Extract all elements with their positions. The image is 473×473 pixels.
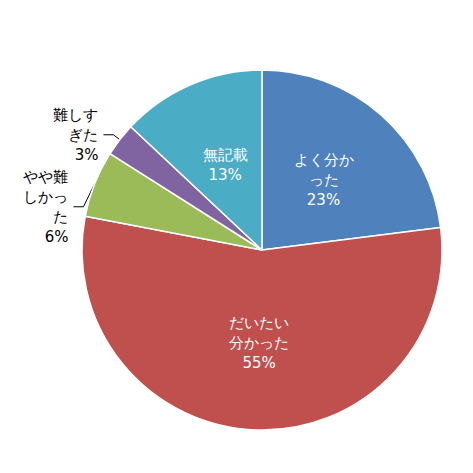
svg-text:6%: 6%: [45, 228, 69, 246]
svg-text:やや難: やや難: [23, 168, 68, 186]
svg-text:った: った: [309, 171, 339, 189]
svg-text:ぎた: ぎた: [68, 126, 98, 144]
svg-text:しかっ: しかっ: [23, 188, 68, 206]
svg-text:だいたい: だいたい: [229, 314, 289, 332]
svg-text:た: た: [53, 208, 68, 226]
svg-text:無記載: 無記載: [203, 146, 248, 164]
svg-text:よく分か: よく分か: [294, 151, 354, 169]
svg-text:13%: 13%: [208, 166, 241, 184]
svg-text:難しす: 難しす: [53, 106, 98, 124]
svg-text:3%: 3%: [75, 146, 99, 164]
svg-text:55%: 55%: [242, 354, 275, 372]
svg-text:23%: 23%: [307, 191, 340, 209]
svg-text:分かった: 分かった: [229, 334, 289, 352]
